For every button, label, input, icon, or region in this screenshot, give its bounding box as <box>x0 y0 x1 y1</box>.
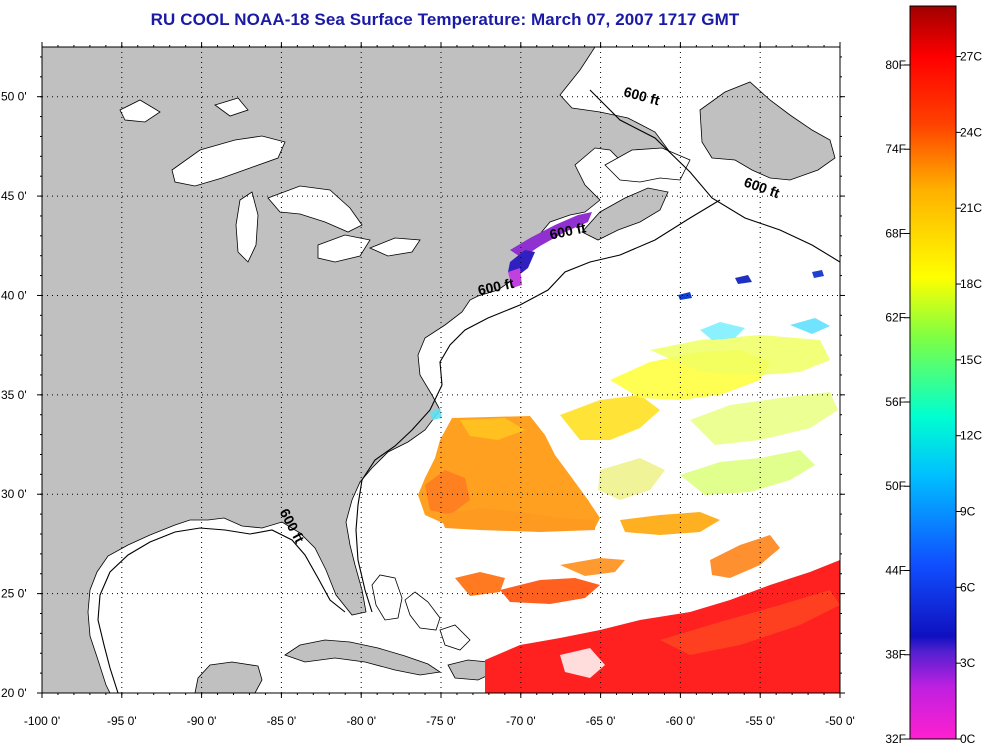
lon-tick-label: -55 0' <box>745 714 775 728</box>
colorbar-celsius-label: 3C <box>960 656 976 670</box>
lon-tick-label: -60 0' <box>666 714 696 728</box>
colorbar-celsius-label: 6C <box>960 580 976 594</box>
colorbar-fahrenheit-label: 56F <box>885 395 906 409</box>
graticule-grid <box>42 47 840 693</box>
great-lakes <box>119 97 421 263</box>
lon-tick-label: -65 0' <box>586 714 616 728</box>
map-title: RU COOL NOAA-18 Sea Surface Temperature:… <box>150 10 740 29</box>
colorbar-celsius-label: 27C <box>960 50 982 64</box>
land-nova-scotia <box>581 187 669 241</box>
colorbar-fahrenheit-label: 74F <box>885 142 906 156</box>
lat-tick-label: 20 0' <box>1 686 27 700</box>
lon-tick-label: -100 0' <box>24 714 60 728</box>
land-newfoundland <box>699 81 836 181</box>
colorbar-fahrenheit-label: 44F <box>885 563 906 577</box>
lon-tick-label: -50 0' <box>825 714 855 728</box>
lat-tick-label: 35 0' <box>1 388 27 402</box>
land-cuba <box>284 639 442 676</box>
axis-ticks: -100 0' -95 0' -90 0' -85 0' -80 0' -75 0' -70… <box>1 42 855 728</box>
gulf-st-lawrence <box>604 147 691 183</box>
depth-contour-600ft <box>97 89 840 693</box>
lat-tick-label: 45 0' <box>1 189 27 203</box>
lon-tick-label: -80 0' <box>346 714 376 728</box>
colorbar-fahrenheit-label: 50F <box>885 479 906 493</box>
colorbar-fahrenheit-label: 32F <box>885 732 906 746</box>
colorbar-celsius-label: 15C <box>960 353 982 367</box>
lat-tick-label: 30 0' <box>1 487 27 501</box>
lon-tick-label: -90 0' <box>187 714 217 728</box>
lon-tick-label: -85 0' <box>267 714 297 728</box>
colorbar-celsius-label: 9C <box>960 505 976 519</box>
colorbar-celsius-label: 18C <box>960 277 982 291</box>
lon-tick-label: -70 0' <box>506 714 536 728</box>
lat-tick-label: 40 0' <box>1 288 27 302</box>
colorbar-celsius-label: 24C <box>960 125 982 139</box>
colorbar-celsius-label: 21C <box>960 201 982 215</box>
lat-tick-label: 25 0' <box>1 587 27 601</box>
colorbar-labels: 27C 24C 21C 18C 15C 12C 9C 6C 3C 0C 80F 74F 68F 62F 56… <box>885 50 982 746</box>
lat-tick-label: 50 0' <box>1 90 27 104</box>
contour-label-600ft: 600 ft <box>476 275 515 298</box>
sst-data-layer <box>418 212 840 693</box>
colorbar-fahrenheit-label: 68F <box>885 226 906 240</box>
lon-tick-label: -95 0' <box>107 714 137 728</box>
colorbar-celsius-label: 12C <box>960 429 982 443</box>
colorbar-fahrenheit-label: 62F <box>885 311 906 325</box>
colorbar <box>909 5 957 740</box>
land-yucatan <box>194 661 263 693</box>
contour-label-600ft: 600 ft <box>548 219 587 242</box>
colorbar-fahrenheit-label: 80F <box>885 58 906 72</box>
colorbar-celsius-label: 0C <box>960 732 976 746</box>
lon-tick-label: -75 0' <box>426 714 456 728</box>
colorbar-fahrenheit-label: 38F <box>885 648 906 662</box>
